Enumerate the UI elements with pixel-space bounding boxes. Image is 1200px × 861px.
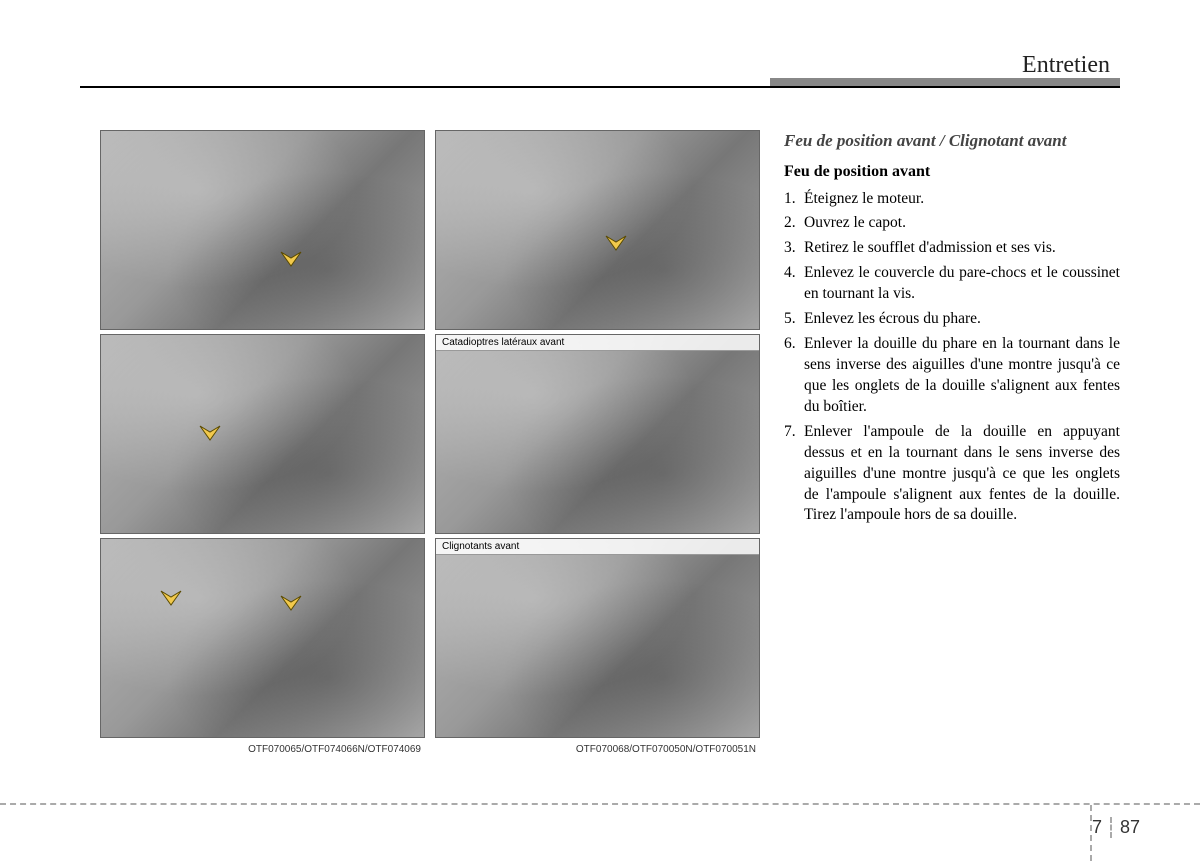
step-text: Éteignez le moteur. xyxy=(804,189,1120,210)
step-number: 2. xyxy=(784,213,804,234)
chapter-number: 7 xyxy=(1092,817,1112,838)
step-number: 5. xyxy=(784,309,804,330)
list-item: 5.Enlevez les écrous du phare. xyxy=(784,309,1120,330)
step-text: Retirez le soufflet d'admission et ses v… xyxy=(804,238,1120,259)
header-title: Entretien xyxy=(1022,52,1110,79)
list-item: 1.Éteignez le moteur. xyxy=(784,189,1120,210)
content-area: OTF070065/OTF074066N/OTF074069 Catadiopt… xyxy=(100,130,1120,801)
arrow-icon xyxy=(159,589,183,607)
underbody-cover-illustration xyxy=(100,538,425,738)
step-text: Enlevez les écrous du phare. xyxy=(804,309,1120,330)
step-number: 3. xyxy=(784,238,804,259)
step-text: Enlever l'ampoule de la douille en appuy… xyxy=(804,422,1120,527)
step-text: Enlevez le couvercle du pare-chocs et le… xyxy=(804,263,1120,305)
list-item: 6.Enlever la douille du phare en la tour… xyxy=(784,334,1120,418)
headlamp-rear-illustration xyxy=(435,130,760,330)
step-number: 1. xyxy=(784,189,804,210)
header-accent-bar xyxy=(770,78,1120,86)
arrow-icon xyxy=(198,424,222,442)
step-number: 6. xyxy=(784,334,804,418)
front-turn-signal-illustration: Clignotants avant xyxy=(435,538,760,738)
image-label-reflector: Catadioptres latéraux avant xyxy=(436,335,759,351)
arrow-icon xyxy=(279,250,303,268)
step-list: 1.Éteignez le moteur. 2.Ouvrez le capot.… xyxy=(784,189,1120,527)
image-label-turn-signal: Clignotants avant xyxy=(436,539,759,555)
left-image-code: OTF070065/OTF074066N/OTF074069 xyxy=(100,742,425,755)
sub-title: Feu de position avant xyxy=(784,161,1120,183)
page-number: 87 xyxy=(1112,817,1140,838)
arrow-icon xyxy=(279,594,303,612)
list-item: 3.Retirez le soufflet d'admission et ses… xyxy=(784,238,1120,259)
header-rule xyxy=(80,86,1120,88)
wheel-fender-illustration xyxy=(100,334,425,534)
step-text: Ouvrez le capot. xyxy=(804,213,1120,234)
left-image-stack: OTF070065/OTF074066N/OTF074069 xyxy=(100,130,425,801)
section-title: Feu de position avant / Clignotant avant xyxy=(784,130,1120,153)
step-number: 4. xyxy=(784,263,804,305)
list-item: 2.Ouvrez le capot. xyxy=(784,213,1120,234)
right-image-code: OTF070068/OTF070050N/OTF070051N xyxy=(435,742,760,755)
list-item: 4.Enlevez le couvercle du pare-chocs et … xyxy=(784,263,1120,305)
arrow-icon xyxy=(604,234,628,252)
page-header: Entretien xyxy=(80,50,1120,90)
page-footer: 7 87 xyxy=(0,803,1200,853)
side-reflector-illustration: Catadioptres latéraux avant xyxy=(435,334,760,534)
page-marker: 7 87 xyxy=(1092,817,1140,838)
list-item: 7.Enlever l'ampoule de la douille en app… xyxy=(784,422,1120,527)
engine-bay-illustration xyxy=(100,130,425,330)
instructions-column: Feu de position avant / Clignotant avant… xyxy=(784,130,1120,801)
images-columns: OTF070065/OTF074066N/OTF074069 Catadiopt… xyxy=(100,130,760,801)
step-number: 7. xyxy=(784,422,804,527)
step-text: Enlever la douille du phare en la tourna… xyxy=(804,334,1120,418)
right-image-stack: Catadioptres latéraux avant Clignotants … xyxy=(435,130,760,801)
